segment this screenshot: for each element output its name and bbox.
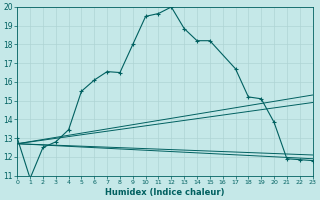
- X-axis label: Humidex (Indice chaleur): Humidex (Indice chaleur): [105, 188, 225, 197]
